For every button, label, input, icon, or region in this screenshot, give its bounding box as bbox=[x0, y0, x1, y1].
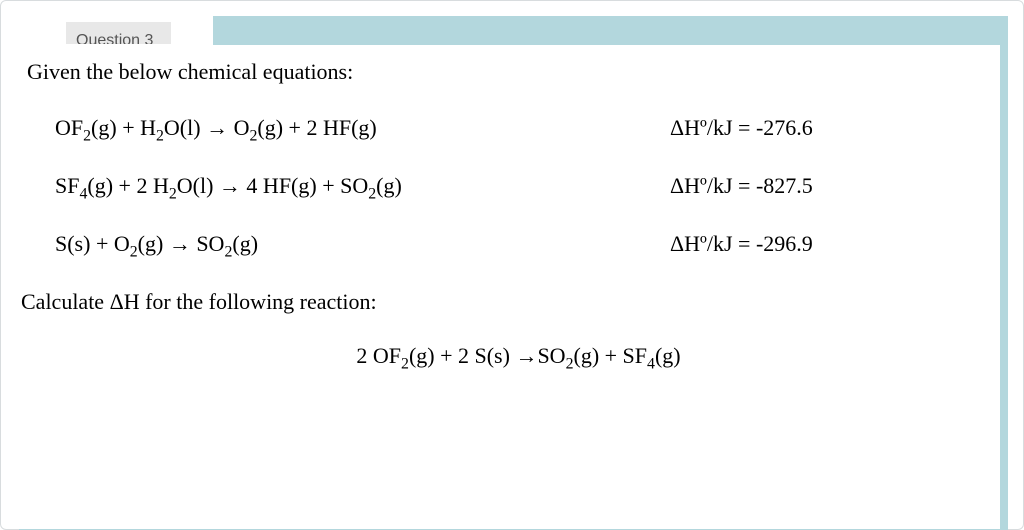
equation-row: S(s) + O2(g) → SO2(g) ΔHº/kJ = -296.9 bbox=[55, 231, 970, 257]
equation-lhs: OF2(g) + H2O(l) → O2(g) + 2 HF(g) bbox=[55, 115, 670, 141]
equation-lhs: S(s) + O2(g) → SO2(g) bbox=[55, 231, 670, 257]
dh-value: -827.5 bbox=[756, 173, 813, 198]
dh-label: ΔHº/kJ = bbox=[670, 231, 756, 256]
intro-text: Given the below chemical equations: bbox=[27, 59, 970, 85]
equation-dh: ΔHº/kJ = -276.6 bbox=[670, 115, 970, 141]
question-tab-label: Question 3 bbox=[76, 32, 153, 44]
target-reaction: 2 OF2(g) + 2 S(s) →SO2(g) + SF4(g) bbox=[27, 343, 970, 369]
question-content-card: Given the below chemical equations: OF2(… bbox=[11, 45, 1000, 529]
calculate-prompt: Calculate ΔH for the following reaction: bbox=[21, 289, 970, 315]
equation-lhs: SF4(g) + 2 H2O(l) → 4 HF(g) + SO2(g) bbox=[55, 173, 670, 199]
equation-row: OF2(g) + H2O(l) → O2(g) + 2 HF(g) ΔHº/kJ… bbox=[55, 115, 970, 141]
dh-label: ΔHº/kJ = bbox=[670, 115, 756, 140]
dh-value: -276.6 bbox=[756, 115, 813, 140]
equation-dh: ΔHº/kJ = -827.5 bbox=[670, 173, 970, 199]
equation-row: SF4(g) + 2 H2O(l) → 4 HF(g) + SO2(g) ΔHº… bbox=[55, 173, 970, 199]
page-frame: Question 3 Given the below chemical equa… bbox=[0, 0, 1024, 530]
given-equations-list: OF2(g) + H2O(l) → O2(g) + 2 HF(g) ΔHº/kJ… bbox=[27, 115, 970, 257]
question-tab[interactable]: Question 3 bbox=[66, 22, 171, 44]
dh-value: -296.9 bbox=[756, 231, 813, 256]
equation-dh: ΔHº/kJ = -296.9 bbox=[670, 231, 970, 257]
dh-label: ΔHº/kJ = bbox=[670, 173, 756, 198]
